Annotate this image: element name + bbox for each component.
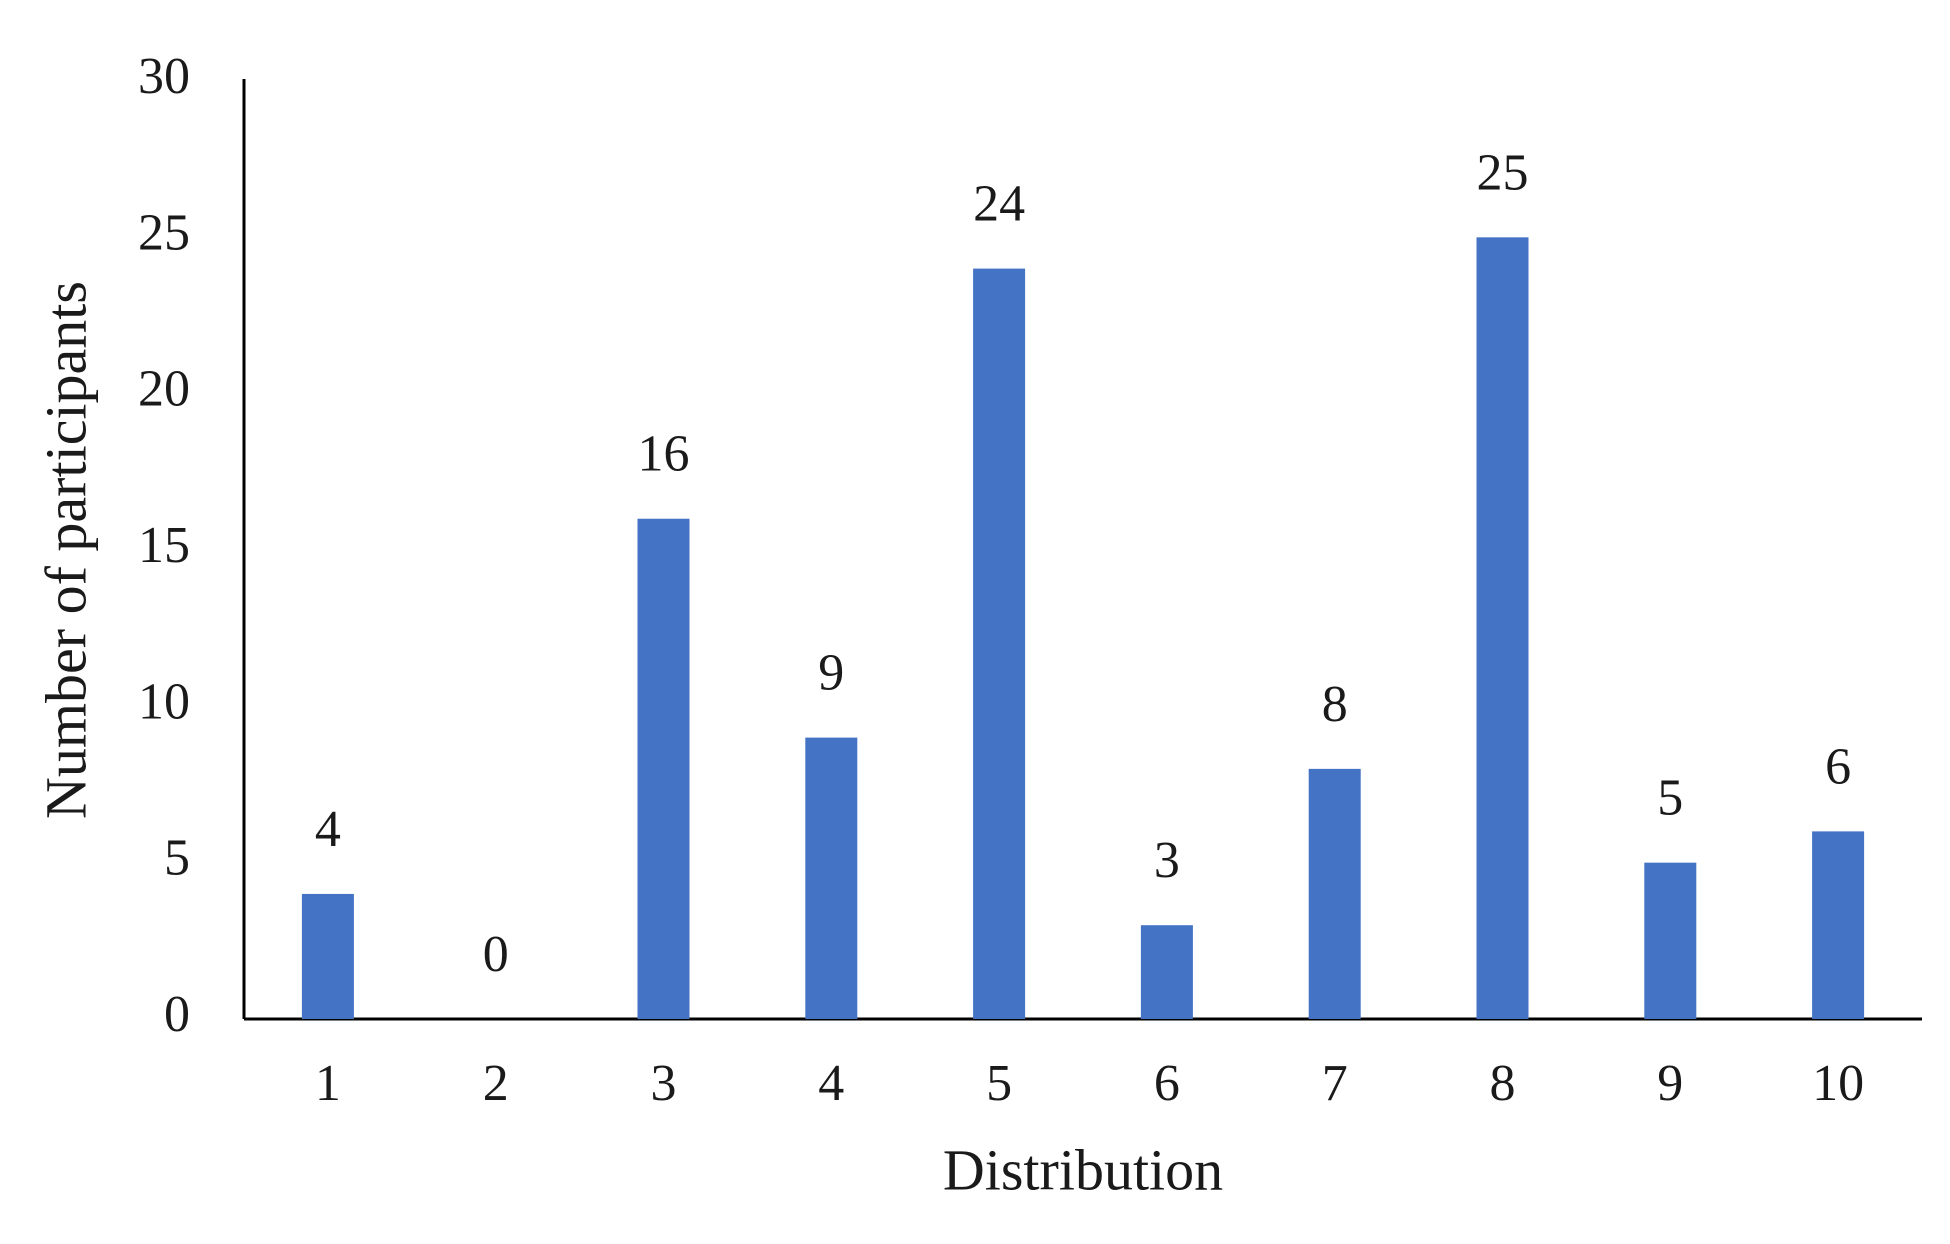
- bar: [1644, 862, 1697, 1019]
- bar: [1476, 237, 1529, 1020]
- y-axis-title: Number of participants: [33, 281, 98, 819]
- y-tick-label: 0: [164, 986, 190, 1043]
- value-label: 3: [1154, 832, 1180, 889]
- y-tick-label: 30: [138, 48, 190, 105]
- x-tick-label: 8: [1490, 1055, 1516, 1112]
- x-tick-label: 6: [1154, 1055, 1180, 1112]
- value-label: 4: [315, 801, 341, 858]
- bar: [973, 268, 1026, 1020]
- value-label: 6: [1825, 738, 1851, 795]
- y-tick-label: 25: [138, 204, 190, 261]
- value-label: 25: [1477, 144, 1529, 201]
- x-tick-label: 3: [651, 1055, 677, 1112]
- value-label: 16: [638, 426, 690, 483]
- value-label: 24: [973, 176, 1025, 233]
- value-label: 0: [483, 926, 509, 983]
- y-tick-label: 15: [138, 517, 190, 574]
- x-axis-title: Distribution: [943, 1137, 1223, 1202]
- x-tick-label: 5: [986, 1055, 1012, 1112]
- value-label: 9: [818, 645, 844, 702]
- bar: [805, 737, 858, 1019]
- y-tick-label: 20: [138, 361, 190, 418]
- x-tick-label: 2: [483, 1055, 509, 1112]
- bar: [1308, 768, 1361, 1019]
- x-tick-label: 10: [1812, 1055, 1864, 1112]
- value-label: 8: [1322, 676, 1348, 733]
- bar: [301, 893, 354, 1019]
- bar: [637, 518, 690, 1019]
- x-tick-label: 1: [315, 1055, 341, 1112]
- bar: [1812, 831, 1865, 1019]
- x-tick-label: 7: [1322, 1055, 1348, 1112]
- y-tick-label: 10: [138, 673, 190, 730]
- x-tick-label: 9: [1657, 1055, 1683, 1112]
- y-tick-label: 5: [164, 830, 190, 887]
- value-label: 5: [1657, 770, 1683, 827]
- bar: [1140, 925, 1193, 1019]
- x-tick-label: 4: [818, 1055, 844, 1112]
